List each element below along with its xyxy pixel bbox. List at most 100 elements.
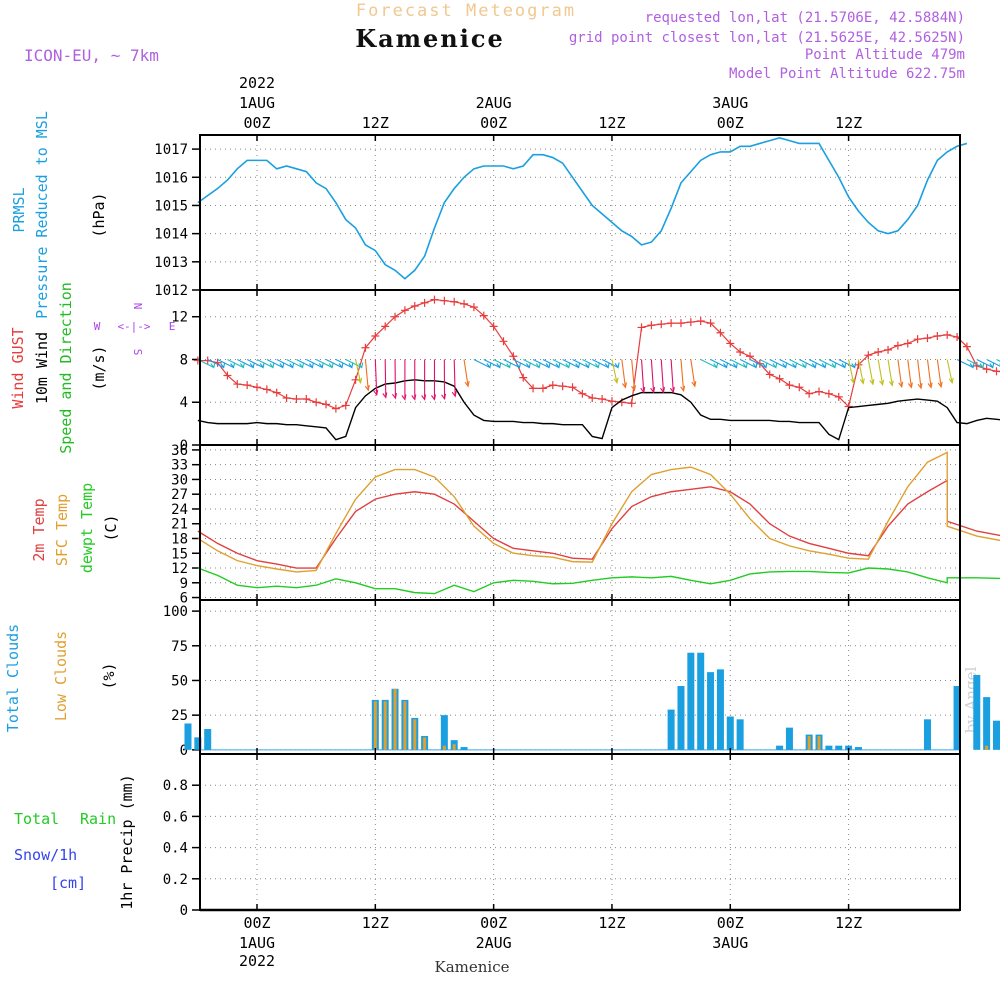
gust-marker bbox=[558, 382, 567, 391]
top-time-label: 1AUG bbox=[239, 94, 275, 112]
wind-direction-arrow bbox=[483, 358, 501, 368]
temp-ytick-label: 36 bbox=[171, 443, 188, 459]
wind-direction-arrowhead bbox=[506, 362, 512, 369]
wind-panel-labels: Wind GUST 10m Wind Speed and Direction (… bbox=[9, 282, 175, 454]
gust-marker bbox=[223, 371, 232, 380]
gust-marker bbox=[962, 342, 971, 351]
gust-marker bbox=[923, 334, 932, 343]
temp2m-series-line bbox=[197, 479, 1000, 569]
wind-direction-arrowhead bbox=[441, 393, 447, 401]
top-time-label: 2022 bbox=[239, 74, 275, 92]
wind-direction-arrow bbox=[611, 359, 618, 383]
temp-ytick-label: 12 bbox=[171, 561, 188, 577]
bottom-time-label: 3AUG bbox=[712, 934, 748, 952]
wind-direction-arrowhead bbox=[318, 362, 324, 369]
gust-marker bbox=[341, 401, 350, 410]
wind-direction-arrowhead bbox=[401, 394, 407, 401]
wind-direction-arrow bbox=[818, 358, 836, 368]
gust-marker bbox=[647, 321, 656, 330]
pressure-unit: (hPa) bbox=[90, 192, 108, 237]
wind-direction-arrowhead bbox=[762, 362, 768, 369]
wind-direction-arrow bbox=[572, 358, 589, 368]
wind-direction-arrow bbox=[621, 359, 626, 388]
wind-direction-arrowhead bbox=[516, 362, 522, 369]
gust-marker bbox=[913, 335, 922, 344]
temp-ytick-label: 30 bbox=[171, 472, 188, 488]
wind-direction-arrow bbox=[345, 358, 362, 368]
wind-direction-arrowhead bbox=[869, 379, 875, 386]
wind-direction-arrowhead bbox=[348, 362, 354, 369]
total-clouds-bar bbox=[687, 652, 695, 750]
gust-marker bbox=[489, 322, 498, 331]
wind-direction-arrowhead bbox=[669, 387, 675, 394]
clouds-label-low: Low Clouds bbox=[52, 631, 70, 721]
total-clouds-bar bbox=[194, 737, 202, 750]
wind-direction-arrowhead bbox=[239, 362, 245, 369]
bottom-time-label: 00Z bbox=[243, 914, 270, 932]
wind-direction-arrowhead bbox=[742, 362, 748, 369]
total-clouds-bar bbox=[460, 747, 468, 750]
wind-direction-arrowhead bbox=[269, 362, 275, 369]
wind-direction-arrowhead bbox=[927, 382, 933, 389]
total-clouds-bar bbox=[923, 719, 931, 750]
clouds-ytick-label: 25 bbox=[171, 708, 188, 724]
precip-label-rain: Rain bbox=[80, 810, 116, 828]
wind-direction-arrow bbox=[532, 358, 550, 368]
dir-key-s: S bbox=[131, 349, 144, 356]
total-clouds-bar bbox=[953, 686, 961, 750]
gust-marker bbox=[785, 381, 794, 390]
temp-ytick-label: 18 bbox=[171, 531, 188, 547]
bottom-time-label: 1AUG bbox=[239, 934, 275, 952]
clouds-ytick-label: 0 bbox=[180, 743, 188, 759]
wind-direction-arrow bbox=[828, 358, 846, 368]
wind-direction-arrowhead bbox=[948, 377, 954, 385]
dir-key-horizontal: <-|-> bbox=[117, 320, 150, 333]
wind-direction-arrow bbox=[759, 358, 777, 368]
wind-direction-arrowhead bbox=[937, 381, 943, 389]
total-clouds-bar bbox=[825, 745, 833, 750]
pressure-ytick-label: 1016 bbox=[154, 170, 188, 186]
low-clouds-bar bbox=[393, 688, 397, 750]
wind-direction-arrowhead bbox=[907, 382, 913, 389]
gust-marker bbox=[716, 328, 725, 337]
bottom-time-label: 12Z bbox=[598, 914, 625, 932]
wind-direction-arrow bbox=[552, 358, 570, 368]
top-time-label: 12Z bbox=[835, 114, 862, 132]
precip-ytick-label: 0.6 bbox=[163, 809, 188, 825]
wind-direction-arrow bbox=[749, 358, 767, 368]
gust-marker bbox=[479, 311, 488, 320]
gust-marker bbox=[874, 348, 883, 356]
wind-direction-arrow bbox=[227, 358, 244, 368]
wind-direction-arrow bbox=[522, 358, 540, 368]
low-clouds-bar bbox=[442, 745, 446, 750]
wind-direction-arrow bbox=[276, 358, 293, 368]
requested-coords: requested lon,lat (21.5706E, 42.5884N) bbox=[645, 10, 965, 26]
pressure-ytick-label: 1012 bbox=[154, 283, 188, 299]
wind-direction-arrowhead bbox=[259, 362, 265, 369]
gust-marker bbox=[696, 317, 705, 325]
total-clouds-bar bbox=[184, 723, 192, 750]
precip-ytick-label: 0.8 bbox=[163, 778, 188, 794]
pressure-ytick-label: 1015 bbox=[154, 198, 188, 214]
wind-direction-arrow bbox=[848, 359, 855, 383]
dir-key-w: W bbox=[94, 320, 101, 333]
total-clouds-bar bbox=[677, 686, 685, 750]
wind-label-10m: 10m Wind bbox=[33, 332, 51, 404]
temp-ytick-label: 9 bbox=[180, 576, 188, 592]
wind-direction-arrowhead bbox=[898, 381, 904, 389]
total-clouds-bar bbox=[440, 715, 448, 750]
top-time-label: 00Z bbox=[480, 114, 507, 132]
wind-direction-arrow bbox=[513, 358, 530, 368]
temp-label-dewpt: dewpt Temp bbox=[78, 483, 96, 573]
wind-ytick-label: 12 bbox=[171, 310, 188, 326]
wind-direction-arrowhead bbox=[451, 391, 457, 398]
wind-direction-arrow bbox=[325, 358, 343, 368]
wind-direction-arrow bbox=[838, 358, 855, 368]
gust-marker bbox=[706, 319, 715, 328]
wind-direction-arrow bbox=[789, 358, 806, 368]
total-clouds-bar bbox=[697, 652, 705, 750]
wind-direction-arrowhead bbox=[772, 362, 778, 369]
gust-marker bbox=[736, 348, 745, 356]
wind-direction-arrowhead bbox=[220, 362, 226, 369]
total-clouds-bar bbox=[845, 745, 853, 750]
